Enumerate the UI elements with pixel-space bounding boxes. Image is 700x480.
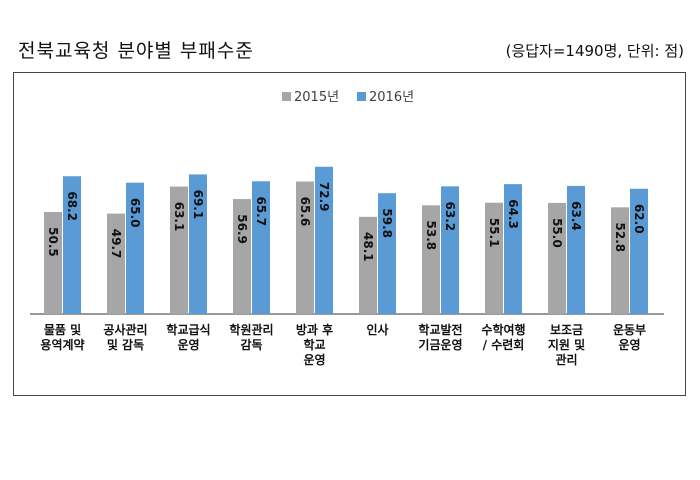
data-label-2016년-6: 63.2 [443, 202, 457, 232]
category-label-8-2: 관리 [555, 352, 577, 367]
chart-title: 전북교육청 분야별 부패수준 [18, 40, 254, 62]
data-label-2015년-1: 49.7 [109, 229, 123, 259]
data-label-2016년-1: 65.0 [128, 198, 142, 228]
data-label-2016년-9: 62.0 [632, 204, 646, 234]
category-label-4-2: 운영 [303, 352, 325, 367]
category-label-8-0: 보조금 [550, 323, 583, 337]
data-label-2015년-2: 63.1 [172, 202, 186, 232]
legend-label-2015: 2015년 [294, 90, 339, 105]
legend-label-2016: 2016년 [369, 90, 414, 105]
bar-2015년-7 [485, 202, 503, 314]
category-label-9-1: 운영 [618, 337, 640, 352]
category-label-0-0: 물품 및 [44, 322, 81, 337]
bar-2015년-1 [107, 213, 125, 314]
data-label-2016년-7: 64.3 [506, 199, 520, 229]
data-label-2015년-0: 50.5 [46, 227, 60, 257]
category-label-8-1: 지원 및 [548, 337, 585, 352]
bar-2016년-9 [630, 188, 648, 314]
data-label-2015년-3: 56.9 [235, 214, 249, 244]
data-label-2016년-4: 72.9 [317, 182, 331, 212]
bar-2016년-1 [126, 182, 144, 314]
bar-2016년-5 [378, 193, 396, 314]
category-label-7-0: 수학여행 [481, 322, 525, 337]
bar-2015년-9 [611, 207, 629, 314]
data-label-2016년-8: 63.4 [569, 201, 583, 231]
bar-2015년-0 [44, 211, 62, 314]
category-label-3-1: 감독 [240, 337, 262, 352]
bar-2015년-8 [548, 202, 566, 314]
bar-2016년-8 [567, 185, 585, 314]
category-label-2-1: 운영 [177, 337, 199, 352]
legend-swatch-2015 [282, 92, 291, 101]
category-label-9-0: 운동부 [613, 322, 646, 337]
bar-2015년-4 [296, 181, 314, 314]
data-label-2015년-4: 65.6 [298, 197, 312, 227]
category-label-3-0: 학원관리 [229, 322, 273, 337]
bars: 50.5 68.2 49.7 65.0 63.1 69.1 56.9 65.7 65.6 72.9… [44, 166, 648, 314]
data-label-2016년-0: 68.2 [65, 191, 79, 221]
data-label-2016년-5: 59.8 [380, 208, 394, 238]
bar-2016년-0 [63, 176, 81, 314]
bar-2015년-3 [233, 199, 251, 314]
bar-2015년-2 [170, 186, 188, 314]
bar-2016년-6 [441, 186, 459, 314]
legend-swatch-2016 [357, 92, 366, 101]
bar-2016년-2 [189, 174, 207, 314]
category-label-6-1: 기금운영 [418, 337, 462, 352]
unit-note: (응답자=1490명, 단위: 점) [505, 42, 684, 60]
data-label-2015년-8: 55.0 [550, 218, 564, 248]
category-label-2-0: 학교급식 [166, 322, 210, 337]
category-label-4-0: 방과 후 [296, 322, 333, 337]
legend: 2015년 2016년 [282, 90, 414, 105]
category-label-1-1: 및 감독 [107, 337, 144, 352]
category-label-6-0: 학교발전 [418, 322, 462, 337]
bar-2015년-6 [422, 205, 440, 314]
category-label-7-1: / 수련회 [483, 337, 525, 352]
bar-2016년-4 [315, 166, 333, 314]
data-label-2016년-2: 69.1 [191, 190, 205, 220]
category-label-0-1: 용역계약 [40, 337, 84, 352]
bar-2016년-7 [504, 184, 522, 314]
data-label-2015년-7: 55.1 [487, 218, 501, 248]
category-label-4-1: 학교 [303, 337, 325, 352]
category-label-5-0: 인사 [366, 322, 388, 337]
category-label-1-0: 공사관리 [103, 322, 147, 337]
data-label-2016년-3: 65.7 [254, 196, 268, 226]
data-label-2015년-6: 53.8 [424, 221, 438, 251]
data-label-2015년-9: 52.8 [613, 223, 627, 253]
chart-frame [13, 72, 686, 396]
bar-2015년-5 [359, 216, 377, 314]
data-label-2015년-5: 48.1 [361, 232, 375, 262]
bar-2016년-3 [252, 181, 270, 314]
